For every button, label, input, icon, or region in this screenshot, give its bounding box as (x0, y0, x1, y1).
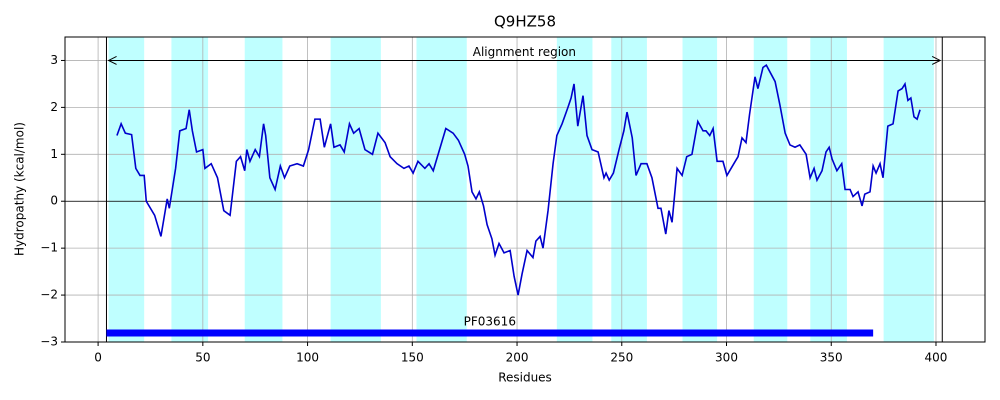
y-tick-label: 2 (50, 100, 58, 114)
y-tick-label: −2 (40, 288, 58, 302)
highlight-region (556, 37, 593, 342)
y-tick-label: 3 (50, 53, 58, 67)
chart-title: Q9HZ58 (494, 13, 556, 31)
x-tick-label: 400 (925, 351, 948, 365)
x-tick-label: 300 (715, 351, 738, 365)
x-axis-label: Residues (498, 371, 552, 385)
arrow-head (931, 56, 942, 65)
y-axis-label: Hydropathy (kcal/mol) (13, 122, 27, 256)
highlight-region (330, 37, 381, 342)
highlight-region (753, 37, 788, 342)
y-tick-label: −1 (40, 241, 58, 255)
x-tick-label: 100 (296, 351, 319, 365)
y-tick-label: −3 (40, 335, 58, 349)
x-tick-label: 50 (195, 351, 210, 365)
x-tick-label: 200 (506, 351, 529, 365)
plot-frame (64, 36, 986, 343)
x-tick-label: 250 (610, 351, 633, 365)
x-tick-label: 0 (94, 351, 102, 365)
highlight-region (108, 37, 145, 342)
hydropathy-line (116, 63, 921, 296)
x-tick-label: 350 (820, 351, 843, 365)
highlight-region (883, 37, 934, 342)
highlight-region (171, 37, 209, 342)
highlight-region (682, 37, 718, 342)
domain-label: PF03616 (464, 315, 516, 329)
highlight-region (611, 37, 647, 342)
y-tick-label: 1 (50, 147, 58, 161)
highlight-region (244, 37, 283, 342)
y-tick-label: 0 (50, 194, 58, 208)
arrow-head (107, 56, 117, 65)
domain-bar (106, 329, 874, 337)
highlight-region (416, 37, 467, 342)
x-tick-label: 150 (401, 351, 424, 365)
alignment-label: Alignment region (473, 45, 576, 59)
highlight-region (810, 37, 847, 342)
